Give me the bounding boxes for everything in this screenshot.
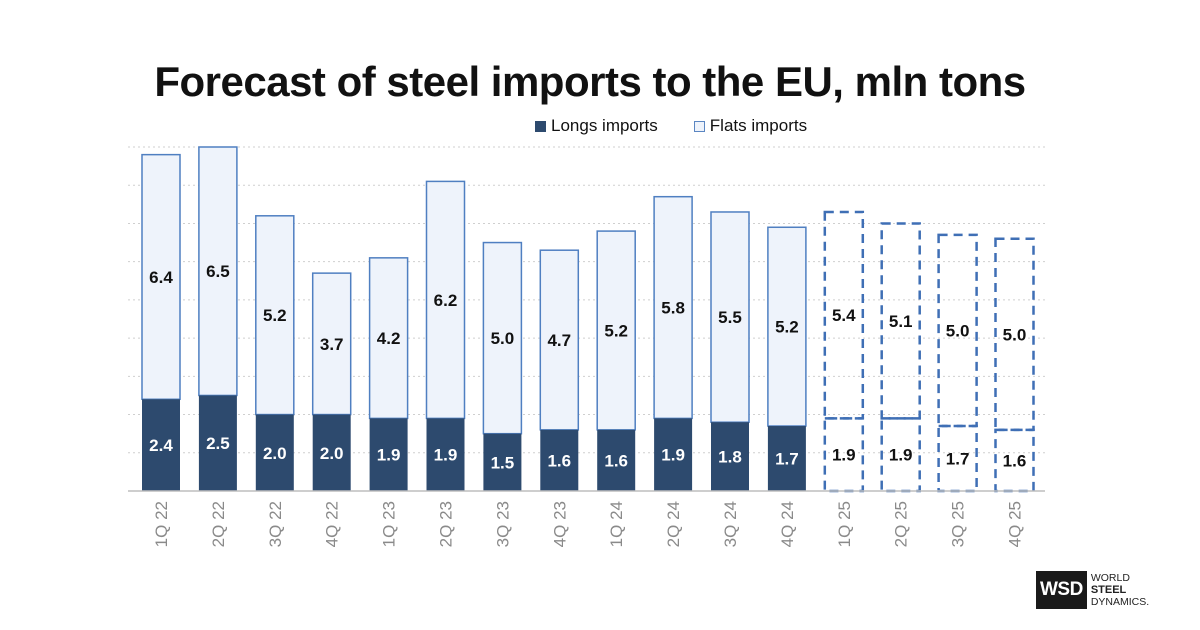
- bar-longs-forecast: [823, 417, 865, 493]
- wsd-logo: WSD WORLD STEEL DYNAMICS.: [1036, 571, 1149, 609]
- data-label-flats: 5.8: [661, 299, 685, 318]
- bar-longs-forecast: [994, 428, 1035, 493]
- data-label-flats: 6.4: [149, 268, 173, 287]
- legend-swatch-longs: [535, 120, 546, 132]
- bar-flats: [596, 230, 636, 431]
- data-label-flats: 6.5: [206, 262, 230, 281]
- legend-label-longs: Longs imports: [551, 116, 658, 135]
- data-label-flats: 5.0: [491, 329, 515, 348]
- x-tick-label: 4Q 24: [778, 501, 797, 547]
- data-label-longs: 1.9: [434, 446, 458, 465]
- bar-flats: [368, 257, 409, 420]
- bar-flats: [710, 211, 750, 423]
- bar-longs: [426, 418, 465, 491]
- x-tick-label: 2Q 22: [209, 501, 228, 547]
- bar-longs: [483, 433, 522, 491]
- data-label-longs: 2.5: [206, 434, 230, 453]
- legend-item-flats: Flats imports: [693, 116, 808, 136]
- data-label-longs: 1.5: [491, 453, 515, 472]
- data-label-longs: 2.0: [320, 444, 344, 463]
- x-tick-label: 1Q 25: [835, 501, 854, 547]
- bar-longs: [540, 429, 579, 491]
- bar-longs: [142, 399, 180, 491]
- bar-longs: [711, 422, 749, 491]
- x-tick-label: 4Q 25: [1006, 501, 1025, 547]
- x-tick-label: 4Q 23: [550, 501, 569, 547]
- legend-swatch-flats: [693, 120, 705, 132]
- logo-text: WORLD STEEL DYNAMICS.: [1091, 572, 1149, 608]
- data-label-flats: 4.2: [377, 329, 401, 348]
- data-label-flats: 3.7: [320, 335, 344, 354]
- bar-longs: [767, 426, 806, 491]
- data-label-longs: 1.6: [604, 451, 628, 470]
- data-label-longs: 1.6: [547, 451, 571, 470]
- bar-flats: [767, 226, 807, 427]
- data-label-longs: 1.9: [832, 446, 856, 465]
- bar-flats: [653, 195, 693, 420]
- data-label-flats: 6.2: [434, 291, 458, 310]
- data-label-flats: 5.0: [946, 321, 970, 340]
- x-tick-label: 3Q 25: [949, 501, 968, 547]
- bar-flats: [425, 180, 466, 420]
- data-label-flats: 5.5: [718, 308, 742, 327]
- logo-line-3: DYNAMICS.: [1090, 596, 1150, 608]
- bar-longs: [255, 414, 294, 491]
- data-label-flats: 5.1: [889, 312, 913, 331]
- bar-flats: [198, 146, 238, 397]
- legend: Longs imports Flats imports: [535, 116, 807, 136]
- bar-longs: [654, 418, 693, 491]
- logo-line-1: WORLD: [1090, 572, 1130, 584]
- x-tick-label: 3Q 22: [266, 501, 285, 547]
- data-label-longs: 1.7: [946, 450, 970, 469]
- x-tick-label: 1Q 24: [607, 501, 626, 547]
- data-label-longs: 1.9: [377, 446, 401, 465]
- bar-flats: [539, 249, 580, 431]
- bar-flats: [311, 272, 352, 416]
- x-tick-label: 2Q 25: [892, 501, 911, 547]
- data-label-longs: 2.0: [263, 444, 287, 463]
- bar-flats: [255, 215, 295, 416]
- bar-flats: [482, 241, 523, 435]
- x-tick-label: 1Q 23: [380, 501, 399, 547]
- data-label-flats: 5.2: [604, 321, 628, 340]
- x-tick-label: 2Q 23: [437, 501, 456, 547]
- bar-longs: [597, 429, 636, 491]
- bar-longs: [312, 414, 351, 491]
- data-label-flats: 5.2: [775, 318, 799, 337]
- data-label-flats: 5.0: [1003, 325, 1027, 344]
- x-tick-label: 2Q 24: [664, 501, 683, 547]
- chart-title: Forecast of steel imports to the EU, mln…: [154, 58, 1026, 105]
- bar-longs-forecast: [880, 417, 921, 493]
- logo-abbr: WSD: [1036, 571, 1087, 609]
- bar-longs: [198, 395, 237, 491]
- bar-longs: [369, 418, 408, 491]
- data-label-flats: 5.4: [832, 306, 856, 325]
- x-tick-label: 3Q 23: [493, 501, 512, 547]
- legend-item-longs: Longs imports: [535, 116, 658, 136]
- x-tick-label: 1Q 22: [152, 501, 171, 547]
- legend-label-flats: Flats imports: [709, 116, 808, 135]
- data-label-longs: 1.6: [1003, 451, 1027, 470]
- data-label-longs: 1.9: [661, 446, 685, 465]
- data-label-longs: 2.4: [149, 436, 173, 455]
- bar-flats-forecast: [880, 222, 921, 420]
- x-tick-label: 4Q 22: [323, 501, 342, 547]
- logo-line-2: STEEL: [1090, 584, 1127, 596]
- x-tick-label: 3Q 24: [721, 501, 740, 547]
- data-label-longs: 1.7: [775, 450, 799, 469]
- data-label-longs: 1.8: [718, 448, 742, 467]
- data-label-flats: 4.7: [547, 331, 571, 350]
- data-label-longs: 1.9: [889, 446, 913, 465]
- data-label-flats: 5.2: [263, 306, 287, 325]
